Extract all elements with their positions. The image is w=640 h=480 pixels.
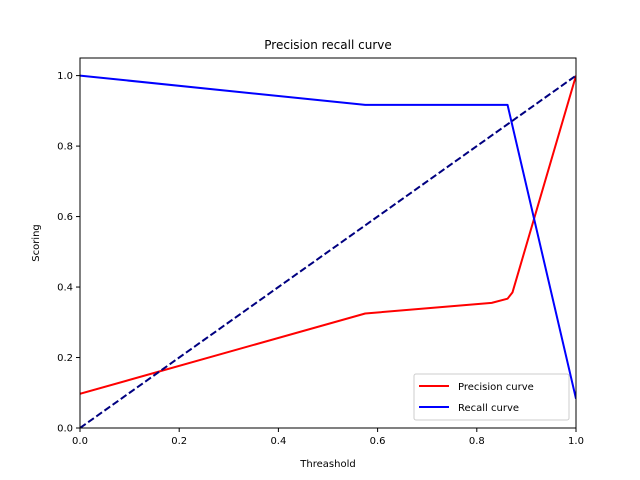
y-tick-label: 1.0	[57, 71, 73, 82]
y-axis-label: Scoring	[31, 224, 42, 262]
legend-box	[413, 373, 570, 421]
diagonal-reference-line	[80, 74, 576, 428]
recall-curve-line	[80, 74, 576, 399]
precision-curve-line	[80, 75, 576, 395]
x-tick-label: 0.0	[72, 436, 88, 447]
y-tick-label: 0.4	[57, 283, 73, 294]
x-axis-label: Threashold	[299, 459, 355, 470]
series-layer	[80, 74, 576, 428]
plot-area	[80, 74, 576, 428]
legend: Precision curve Recall curve	[413, 373, 570, 421]
y-axis: 0.0 0.2 0.4 0.6 0.8 1.0	[57, 71, 80, 435]
y-tick-label: 0.6	[57, 212, 73, 223]
legend-label-precision: Precision curve	[458, 382, 534, 393]
x-tick-label: 0.2	[171, 436, 187, 447]
x-tick-label: 0.6	[370, 436, 386, 447]
y-tick-label: 0.0	[57, 424, 73, 435]
y-tick-label: 0.8	[57, 142, 73, 153]
legend-label-recall: Recall curve	[458, 403, 519, 414]
x-tick-label: 0.8	[469, 436, 485, 447]
x-axis: 0.0 0.2 0.4 0.6 0.8 1.0	[72, 428, 584, 447]
chart-title: Precision recall curve	[264, 38, 391, 52]
x-tick-label: 1.0	[568, 436, 584, 447]
plot-frame	[79, 57, 577, 429]
y-tick-label: 0.2	[57, 353, 73, 364]
x-tick-label: 0.4	[270, 436, 286, 447]
